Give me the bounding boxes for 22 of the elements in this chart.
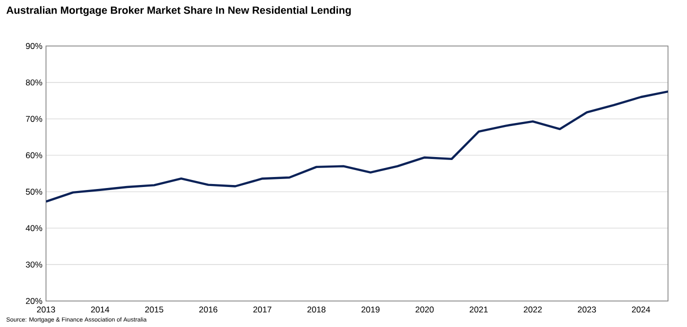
x-tick-label: 2020 <box>416 306 434 313</box>
y-tick-label: 40% <box>26 225 42 232</box>
y-tick-label: 30% <box>26 262 42 268</box>
y-tick-label: 60% <box>26 152 42 158</box>
x-tick-label: 2022 <box>524 306 542 313</box>
x-tick-label: 2019 <box>362 306 380 313</box>
line-series <box>46 90 668 203</box>
x-tick-label: 2016 <box>199 306 218 313</box>
x-tick-label: 2023 <box>578 306 596 313</box>
x-tick-label: 2017 <box>253 306 272 313</box>
x-tick-label: 2015 <box>145 306 164 313</box>
y-tick-label: 50% <box>26 188 42 195</box>
y-tick-label: 70% <box>26 116 42 122</box>
x-tick-label: 2024 <box>632 306 650 313</box>
chart-title: Australian Mortgage Broker Market Share In New Residential Lending <box>6 6 351 16</box>
x-tick-label: 2013 <box>37 306 56 313</box>
y-tick-label: 90% <box>26 43 42 49</box>
y-tick-label: 20% <box>26 298 42 304</box>
x-tick-label: 2014 <box>91 306 110 313</box>
y-tick-label: 80% <box>26 79 42 86</box>
x-tick-label: 2018 <box>307 306 326 313</box>
x-tick-label: 2021 <box>470 306 488 313</box>
